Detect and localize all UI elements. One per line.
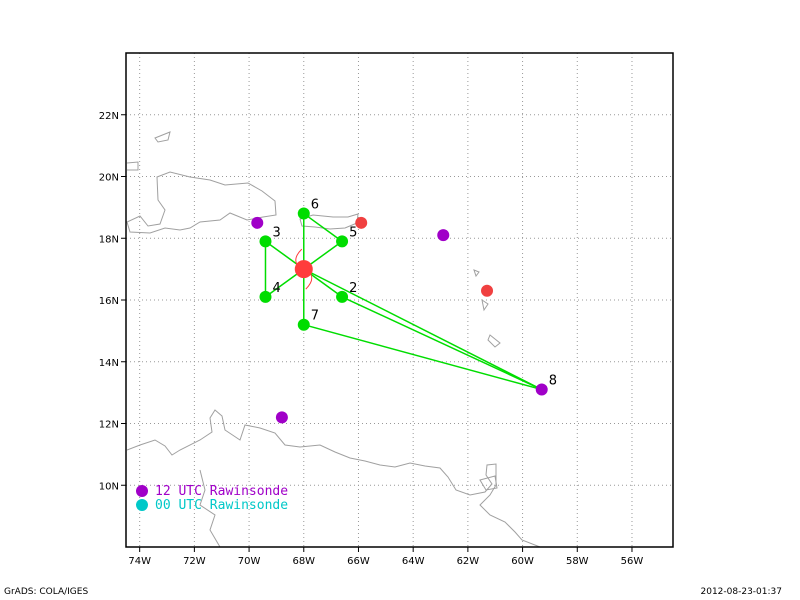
- x-tick-label: 62W: [457, 556, 480, 567]
- x-tick-label: 56W: [621, 556, 644, 567]
- point-labels: 2 3 4 5 6 7 8: [272, 198, 557, 389]
- coast-south-america: [126, 409, 541, 547]
- x-tick-label: 68W: [292, 556, 315, 567]
- track-point-label: 4: [272, 281, 280, 296]
- coast-trinidad: [479, 475, 498, 491]
- track-point-label: 3: [272, 225, 280, 240]
- y-tick-label: 22N: [99, 111, 119, 122]
- rawinsonde-12utc-marker: [535, 383, 548, 396]
- coast-hispaniola: [126, 171, 277, 234]
- x-tick-label: 72W: [183, 556, 206, 567]
- rawinsonde-12utc-marker: [275, 411, 288, 424]
- track-segment: [341, 296, 543, 391]
- track-point-marker: [259, 235, 272, 248]
- x-tick-label: 58W: [566, 556, 589, 567]
- y-tick-label: 20N: [99, 173, 119, 184]
- markers: [251, 207, 548, 424]
- storm-center-marker: [294, 260, 313, 279]
- red-marker: [481, 284, 494, 297]
- legend-label-12utc: 12 UTC Rawinsonde: [155, 484, 288, 499]
- legend: 12 UTC Rawinsonde 00 UTC Rawinsonde: [136, 484, 288, 513]
- coast-antigua: [473, 269, 480, 278]
- y-tick-label: 12N: [99, 420, 119, 431]
- track-point-marker: [336, 235, 349, 248]
- coast-caicos: [154, 131, 171, 143]
- legend-marker-00utc: [136, 499, 148, 511]
- track-point-marker: [259, 290, 272, 303]
- legend-marker-12utc: [136, 485, 148, 497]
- coast-guadeloupe: [481, 298, 489, 312]
- coast-sa-inner: [199, 469, 221, 547]
- red-marker: [355, 216, 368, 229]
- coast-dominica: [487, 334, 501, 348]
- x-tick-label: 60W: [511, 556, 534, 567]
- track-point-label: 8: [549, 374, 557, 389]
- x-tick-label: 70W: [238, 556, 261, 567]
- y-tick-label: 18N: [99, 234, 119, 245]
- coast-inagua: [126, 161, 139, 171]
- axis-ticks: 74W 72W 70W 68W 66W 64W 62W 60W 58W 56W 10N 12N 14N 1…: [99, 111, 644, 567]
- track-point-label: 6: [311, 198, 319, 213]
- legend-label-00utc: 00 UTC Rawinsonde: [155, 498, 288, 513]
- x-tick-label: 74W: [128, 556, 151, 567]
- track-segment: [303, 212, 343, 242]
- track-spoke: [303, 268, 543, 391]
- footer-right: 2012-08-23-01:37: [700, 587, 783, 597]
- track-point-label: 2: [349, 281, 357, 296]
- y-tick-label: 16N: [99, 296, 119, 307]
- rawinsonde-12utc-marker: [251, 216, 264, 229]
- track-point-marker: [336, 290, 349, 303]
- track-lines: [264, 212, 543, 391]
- track-segment: [303, 323, 542, 391]
- x-tick-label: 64W: [402, 556, 425, 567]
- track-point-label: 7: [311, 309, 319, 324]
- x-tick-label: 66W: [347, 556, 370, 567]
- rawinsonde-12utc-marker: [437, 229, 450, 242]
- grid-lines: [126, 53, 673, 547]
- y-tick-label: 14N: [99, 358, 119, 369]
- footer-left: GrADS: COLA/IGES: [4, 587, 89, 597]
- y-tick-label: 10N: [99, 481, 119, 492]
- track-point-label: 5: [349, 225, 357, 240]
- coastlines: [126, 131, 541, 547]
- track-point-marker: [297, 207, 310, 220]
- track-point-marker: [297, 318, 310, 331]
